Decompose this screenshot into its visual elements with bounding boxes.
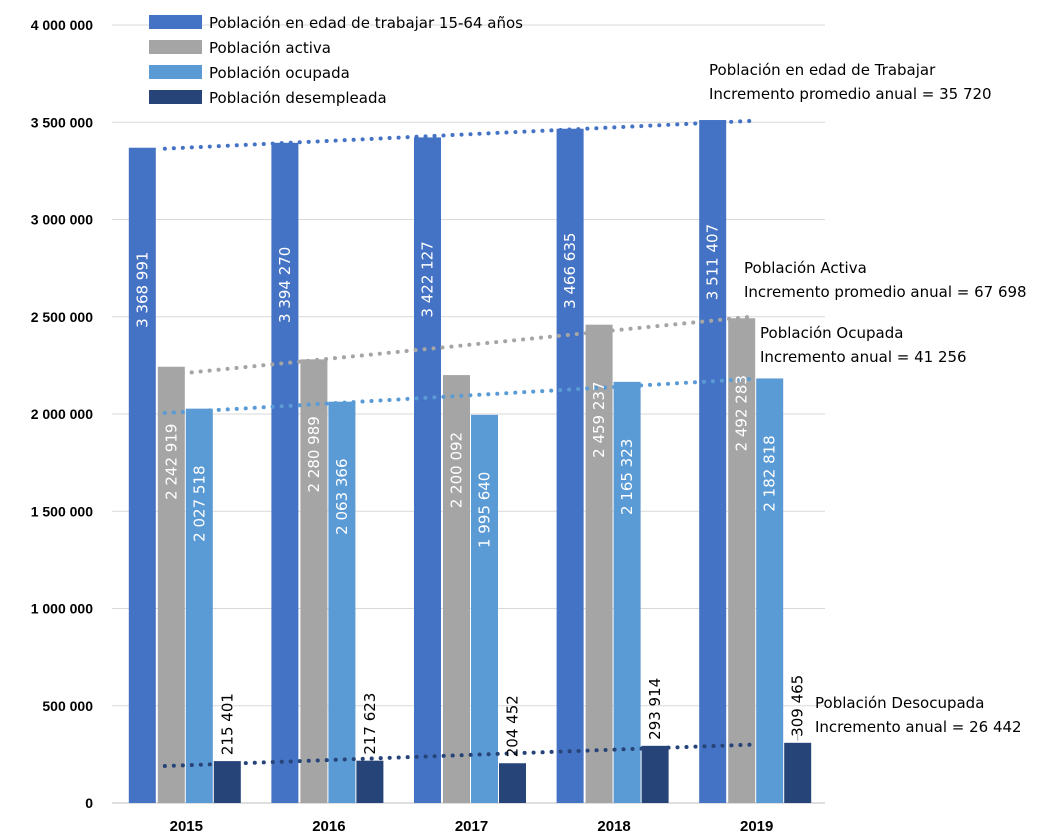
- data-label: 215 401: [218, 693, 236, 755]
- legend-swatch: [149, 40, 202, 54]
- bar: [641, 745, 669, 803]
- x-tick-label: 2016: [312, 818, 345, 835]
- bar: [213, 761, 241, 803]
- y-tick-label: 1 000 000: [31, 601, 93, 617]
- trendline: [162, 376, 754, 416]
- data-label: 2 492 283: [733, 375, 751, 451]
- bar: [185, 408, 213, 803]
- data-label: 2 200 092: [448, 432, 466, 508]
- bar: [300, 359, 328, 803]
- data-label: 3 511 407: [704, 224, 722, 300]
- trendline: [162, 742, 754, 769]
- data-labels: 3 368 991 3 394 270 3 422 127 3 466 635 3 51…: [133, 224, 806, 757]
- data-label: 2 063 366: [333, 459, 351, 535]
- data-label: 2 027 518: [190, 465, 208, 541]
- x-axis-ticks: 2015 2016 2017 2018 2019: [170, 818, 774, 835]
- data-label: 3 368 991: [133, 252, 151, 328]
- bar: [328, 401, 356, 803]
- legend-label: Población ocupada: [209, 64, 350, 82]
- annotations: Población en edad de Trabajar Incremento …: [709, 61, 1027, 736]
- data-label: 2 165 323: [618, 439, 636, 515]
- data-label: 2 280 989: [305, 416, 323, 492]
- data-label: 3 422 127: [419, 241, 437, 317]
- bars: [128, 120, 812, 804]
- legend-label: Población en edad de trabajar 15-64 años: [209, 14, 523, 32]
- y-tick-label: 1 500 000: [31, 503, 93, 519]
- data-label: 1 995 640: [476, 472, 494, 548]
- legend-label: Población activa: [209, 39, 331, 57]
- y-tick-label: 0: [85, 795, 93, 811]
- bar: [499, 763, 526, 803]
- data-label: 293 914: [646, 678, 664, 740]
- bar: [128, 147, 156, 803]
- trendline: [162, 118, 754, 151]
- bar: [728, 318, 756, 803]
- y-tick-label: 3 500 000: [31, 114, 93, 130]
- bar: [471, 414, 498, 803]
- data-label: 2 182 818: [761, 435, 779, 511]
- annotation-text: Incremento anual = 26 442: [815, 718, 1022, 736]
- y-axis-ticks: 0 500 000 1 000 000 1 500 000 2 000 000 2 500…: [31, 17, 94, 811]
- data-label: 309 465: [789, 675, 807, 737]
- x-tick-label: 2019: [740, 818, 773, 835]
- y-tick-label: 500 000: [42, 698, 93, 714]
- y-tick-label: 2 000 000: [31, 406, 93, 422]
- bar: [157, 366, 185, 803]
- annotation-text: Población Ocupada: [760, 324, 903, 342]
- bar: [585, 324, 613, 803]
- legend-swatch: [149, 65, 202, 79]
- x-tick-label: 2018: [597, 818, 630, 835]
- legend: Población en edad de trabajar 15-64 años…: [149, 14, 523, 107]
- data-label: 2 459 237: [590, 382, 608, 458]
- data-label: 217 623: [361, 693, 379, 755]
- trendline: [162, 314, 754, 378]
- bar: [356, 760, 384, 803]
- annotation-text: Incremento promedio anual = 35 720: [709, 85, 992, 103]
- data-label: 3 466 635: [561, 233, 579, 309]
- bar: [271, 142, 299, 804]
- annotation-text: Incremento anual = 41 256: [760, 348, 967, 366]
- annotation-text: Población Activa: [744, 259, 867, 277]
- y-tick-label: 4 000 000: [31, 17, 93, 33]
- bar: [443, 375, 470, 803]
- data-label: 3 394 270: [276, 247, 294, 323]
- annotation-text: Población Desocupada: [815, 694, 984, 712]
- bar: [699, 120, 727, 803]
- y-tick-label: 3 000 000: [31, 212, 93, 228]
- x-tick-label: 2015: [170, 818, 203, 835]
- legend-label: Población desempleada: [209, 89, 387, 107]
- legend-swatch: [149, 90, 202, 104]
- bar: [784, 742, 812, 803]
- x-tick-label: 2017: [455, 818, 488, 835]
- legend-swatch: [149, 15, 202, 29]
- annotation-text: Población en edad de Trabajar: [709, 61, 936, 79]
- data-label: 2 242 919: [162, 424, 180, 500]
- bar: [756, 378, 784, 803]
- y-tick-label: 2 500 000: [31, 309, 93, 325]
- bar: [556, 128, 584, 803]
- bar: [613, 381, 641, 803]
- data-label: 204 452: [504, 695, 522, 757]
- annotation-text: Incremento promedio anual = 67 698: [744, 283, 1027, 301]
- trendlines: [162, 118, 754, 769]
- bar: [414, 137, 441, 803]
